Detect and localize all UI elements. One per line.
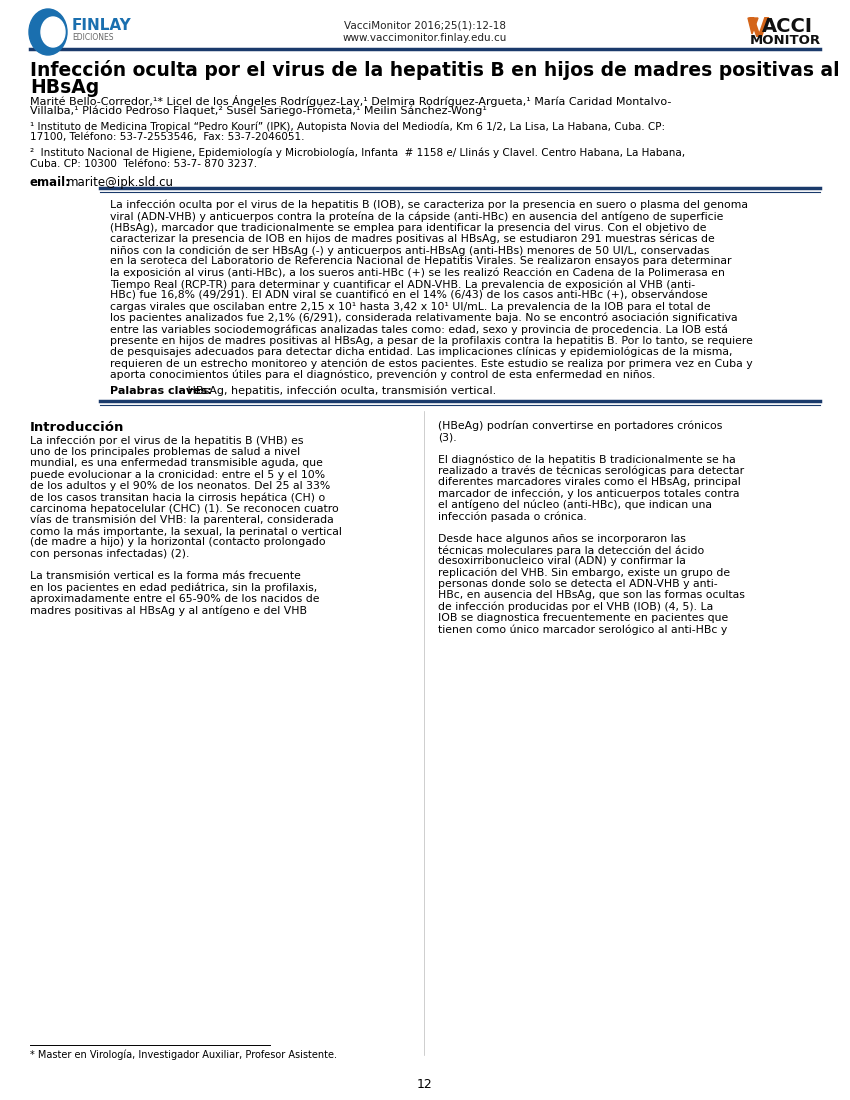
- Text: carcinoma hepatocelular (CHC) (1). Se reconocen cuatro: carcinoma hepatocelular (CHC) (1). Se re…: [30, 504, 339, 514]
- Polygon shape: [748, 18, 758, 34]
- Text: el antígeno del núcleo (anti-HBc), que indican una: el antígeno del núcleo (anti-HBc), que i…: [438, 499, 712, 510]
- Text: aproximadamente entre el 65-90% de los nacidos de: aproximadamente entre el 65-90% de los n…: [30, 594, 320, 604]
- Text: realizado a través de técnicas serológicas para detectar: realizado a través de técnicas serológic…: [438, 466, 744, 476]
- Text: email:: email:: [30, 176, 71, 189]
- Text: uno de los principales problemas de salud a nivel: uno de los principales problemas de salu…: [30, 447, 300, 458]
- Text: EDICIONES: EDICIONES: [72, 33, 114, 43]
- Text: de pesquisajes adecuados para detectar dicha entidad. Las implicaciones clínicas: de pesquisajes adecuados para detectar d…: [110, 346, 733, 358]
- Text: Tiempo Real (RCP-TR) para determinar y cuantificar el ADN-VHB. La prevalencia de: Tiempo Real (RCP-TR) para determinar y c…: [110, 279, 695, 289]
- Text: Marité Bello-Corredor,¹* Licel de los Ángeles Rodríguez-Lay,¹ Delmira Rodríguez-: Marité Bello-Corredor,¹* Licel de los Án…: [30, 95, 672, 107]
- Text: www.vaccimonitor.finlay.edu.cu: www.vaccimonitor.finlay.edu.cu: [343, 33, 507, 43]
- Text: la exposición al virus (anti-HBc), a los sueros anti-HBc (+) se les realizó Reac: la exposición al virus (anti-HBc), a los…: [110, 267, 725, 278]
- Text: viral (ADN-VHB) y anticuerpos contra la proteína de la cápside (anti-HBc) en aus: viral (ADN-VHB) y anticuerpos contra la …: [110, 211, 723, 222]
- Text: La transmisión vertical es la forma más frecuente: La transmisión vertical es la forma más …: [30, 571, 301, 582]
- Text: HBsAg, hepatitis, infección oculta, transmisión vertical.: HBsAg, hepatitis, infección oculta, tran…: [184, 386, 496, 396]
- Text: en la seroteca del Laboratorio de Referencia Nacional de Hepatitis Virales. Se r: en la seroteca del Laboratorio de Refere…: [110, 256, 732, 266]
- Text: Introducción: Introducción: [30, 421, 124, 433]
- Text: La infección por el virus de la hepatitis B (VHB) es: La infección por el virus de la hepatiti…: [30, 436, 303, 447]
- Text: vías de transmisión del VHB: la parenteral, considerada: vías de transmisión del VHB: la parenter…: [30, 515, 334, 526]
- Text: replicación del VHB. Sin embargo, existe un grupo de: replicación del VHB. Sin embargo, existe…: [438, 568, 730, 579]
- Text: cargas virales que oscilaban entre 2,15 x 10¹ hasta 3,42 x 10¹ UI/mL. La prevale: cargas virales que oscilaban entre 2,15 …: [110, 301, 711, 311]
- Text: de los casos transitan hacia la cirrosis hepática (CH) o: de los casos transitan hacia la cirrosis…: [30, 493, 326, 503]
- Text: marcador de infección, y los anticuerpos totales contra: marcador de infección, y los anticuerpos…: [438, 488, 740, 499]
- Text: como la más importante, la sexual, la perinatal o vertical: como la más importante, la sexual, la pe…: [30, 526, 342, 537]
- Text: diferentes marcadores virales como el HBsAg, principal: diferentes marcadores virales como el HB…: [438, 477, 740, 487]
- Text: Infección oculta por el virus de la hepatitis B en hijos de madres positivas al: Infección oculta por el virus de la hepa…: [30, 60, 840, 80]
- Text: de infección producidas por el VHB (IOB) (4, 5). La: de infección producidas por el VHB (IOB)…: [438, 602, 713, 612]
- Text: mundial, es una enfermedad transmisible aguda, que: mundial, es una enfermedad transmisible …: [30, 459, 323, 469]
- Text: personas donde solo se detecta el ADN-VHB y anti-: personas donde solo se detecta el ADN-VH…: [438, 579, 717, 588]
- Text: tienen como único marcador serológico al anti-HBc y: tienen como único marcador serológico al…: [438, 624, 728, 635]
- Text: infección pasada o crónica.: infección pasada o crónica.: [438, 512, 586, 521]
- Text: niños con la condición de ser HBsAg (-) y anticuerpos anti-HBsAg (anti-HBs) meno: niños con la condición de ser HBsAg (-) …: [110, 245, 710, 255]
- Ellipse shape: [41, 16, 65, 47]
- Text: en los pacientes en edad pediátrica, sin la profilaxis,: en los pacientes en edad pediátrica, sin…: [30, 583, 317, 593]
- Text: VacciMonitor 2016;25(1):12-18: VacciMonitor 2016;25(1):12-18: [344, 21, 506, 31]
- Text: ¹ Instituto de Medicina Tropical “Pedro Kourí” (IPK), Autopista Novia del Mediod: ¹ Instituto de Medicina Tropical “Pedro …: [30, 121, 665, 132]
- Text: técnicas moleculares para la detección del ácido: técnicas moleculares para la detección d…: [438, 546, 705, 556]
- Text: presente en hijos de madres positivas al HBsAg, a pesar de la profilaxis contra : presente en hijos de madres positivas al…: [110, 336, 753, 345]
- Text: puede evolucionar a la cronicidad: entre el 5 y el 10%: puede evolucionar a la cronicidad: entre…: [30, 470, 325, 480]
- Text: de los adultos y el 90% de los neonatos. Del 25 al 33%: de los adultos y el 90% de los neonatos.…: [30, 481, 331, 491]
- Text: HBc, en ausencia del HBsAg, que son las formas ocultas: HBc, en ausencia del HBsAg, que son las …: [438, 591, 745, 601]
- Text: marite@ipk.sld.cu: marite@ipk.sld.cu: [67, 176, 174, 189]
- Text: madres positivas al HBsAg y al antígeno e del VHB: madres positivas al HBsAg y al antígeno …: [30, 605, 307, 616]
- Text: con personas infectadas) (2).: con personas infectadas) (2).: [30, 549, 190, 559]
- Text: Desde hace algunos años se incorporaron las: Desde hace algunos años se incorporaron …: [438, 534, 686, 543]
- Text: Palabras claves:: Palabras claves:: [110, 386, 212, 396]
- Text: ²  Instituto Nacional de Higiene, Epidemiología y Microbiología, Infanta  # 1158: ² Instituto Nacional de Higiene, Epidemi…: [30, 148, 685, 158]
- Text: MONITOR: MONITOR: [750, 34, 821, 47]
- Ellipse shape: [29, 9, 67, 55]
- Text: FINLAY: FINLAY: [72, 18, 132, 33]
- Text: requieren de un estrecho monitoreo y atención de estos pacientes. Este estudio s: requieren de un estrecho monitoreo y ate…: [110, 359, 752, 369]
- Text: * Master en Virología, Investigador Auxiliar, Profesor Asistente.: * Master en Virología, Investigador Auxi…: [30, 1050, 337, 1060]
- Text: Cuba. CP: 10300  Teléfono: 53-7- 870 3237.: Cuba. CP: 10300 Teléfono: 53-7- 870 3237…: [30, 160, 257, 169]
- Text: HBsAg: HBsAg: [30, 78, 99, 97]
- Text: IOB se diagnostica frecuentemente en pacientes que: IOB se diagnostica frecuentemente en pac…: [438, 613, 728, 623]
- Text: desoxirribonucleico viral (ADN) y confirmar la: desoxirribonucleico viral (ADN) y confir…: [438, 557, 686, 566]
- Text: entre las variables sociodemográficas analizadas tales como: edad, sexo y provin: entre las variables sociodemográficas an…: [110, 324, 728, 334]
- Text: (HBsAg), marcador que tradicionalmente se emplea para identificar la presencia d: (HBsAg), marcador que tradicionalmente s…: [110, 222, 706, 232]
- Text: El diagnóstico de la hepatitis B tradicionalmente se ha: El diagnóstico de la hepatitis B tradici…: [438, 454, 736, 465]
- Text: V: V: [749, 16, 769, 43]
- Text: aporta conocimientos útiles para el diagnóstico, prevención y control de esta en: aporta conocimientos útiles para el diag…: [110, 370, 655, 379]
- Text: ACCI: ACCI: [762, 16, 813, 36]
- Text: 17100, Teléfono: 53-7-2553546,  Fax: 53-7-2046051.: 17100, Teléfono: 53-7-2553546, Fax: 53-7…: [30, 132, 304, 142]
- Text: (3).: (3).: [438, 432, 456, 442]
- Text: Villalba,¹ Plácido Pedroso Flaquet,² Susel Sariego-Frómeta,¹ Meilin Sánchez-Wong: Villalba,¹ Plácido Pedroso Flaquet,² Sus…: [30, 106, 487, 117]
- Text: La infección oculta por el virus de la hepatitis B (IOB), se caracteriza por la : La infección oculta por el virus de la h…: [110, 200, 748, 210]
- Text: HBc) fue 16,8% (49/291). El ADN viral se cuantificó en el 14% (6/43) de los caso: HBc) fue 16,8% (49/291). El ADN viral se…: [110, 290, 708, 300]
- Text: caracterizar la presencia de IOB en hijos de madres positivas al HBsAg, se estud: caracterizar la presencia de IOB en hijo…: [110, 234, 715, 244]
- Text: los pacientes analizados fue 2,1% (6/291), considerada relativamente baja. No se: los pacientes analizados fue 2,1% (6/291…: [110, 314, 738, 323]
- Text: 12: 12: [417, 1078, 433, 1091]
- Text: (HBeAg) podrían convertirse en portadores crónicos: (HBeAg) podrían convertirse en portadore…: [438, 421, 722, 431]
- Text: (de madre a hijo) y la horizontal (contacto prolongado: (de madre a hijo) y la horizontal (conta…: [30, 538, 326, 548]
